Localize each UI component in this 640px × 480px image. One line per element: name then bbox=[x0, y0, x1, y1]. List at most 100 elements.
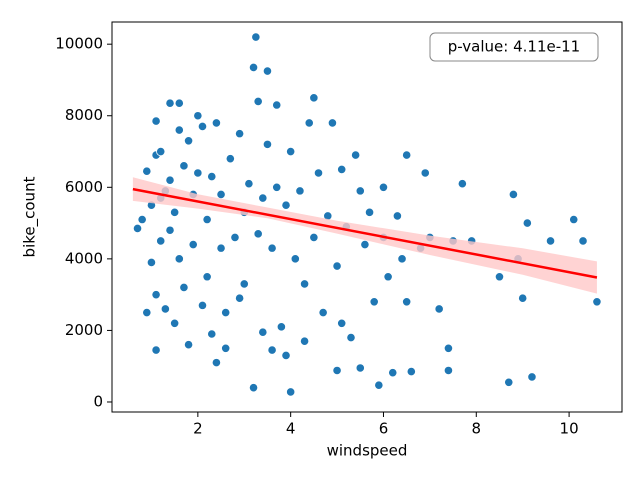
point bbox=[327, 118, 338, 128]
point bbox=[165, 225, 175, 235]
point bbox=[272, 100, 282, 110]
point bbox=[207, 171, 217, 182]
annotation: p-value: 4.11e-11 bbox=[448, 38, 580, 56]
point bbox=[276, 322, 286, 332]
y-tick-label: 4000 bbox=[65, 249, 103, 267]
point bbox=[402, 150, 412, 160]
point bbox=[346, 332, 356, 343]
regression-line bbox=[132, 187, 598, 279]
point bbox=[592, 297, 602, 307]
point bbox=[392, 211, 402, 221]
x-tick-label: 2 bbox=[193, 420, 203, 438]
x-axis-label: windspeed bbox=[327, 442, 408, 460]
point bbox=[156, 236, 166, 246]
point bbox=[504, 377, 514, 387]
point bbox=[378, 182, 389, 192]
point bbox=[207, 329, 217, 339]
point bbox=[290, 254, 300, 264]
y-tick-label: 10000 bbox=[55, 35, 103, 53]
point bbox=[443, 365, 454, 376]
point bbox=[295, 186, 305, 196]
point bbox=[132, 223, 143, 234]
point bbox=[248, 383, 259, 393]
point bbox=[165, 98, 175, 108]
x-tick-label: 8 bbox=[472, 420, 482, 438]
point bbox=[545, 236, 556, 246]
point bbox=[309, 232, 319, 242]
point bbox=[281, 350, 291, 361]
y-tick-label: 0 bbox=[93, 392, 103, 410]
point bbox=[508, 189, 519, 200]
point bbox=[262, 66, 273, 76]
y-tick-label: 2000 bbox=[65, 321, 103, 339]
point bbox=[494, 272, 505, 282]
point bbox=[239, 279, 249, 289]
axes-frame bbox=[111, 21, 623, 413]
confidence-band bbox=[132, 177, 597, 294]
point bbox=[221, 343, 231, 353]
point bbox=[443, 343, 454, 353]
y-tick-label: 6000 bbox=[65, 178, 103, 196]
x-tick-label: 10 bbox=[560, 420, 579, 438]
point bbox=[332, 365, 342, 376]
point bbox=[248, 62, 259, 73]
point bbox=[299, 336, 310, 346]
point bbox=[137, 214, 147, 225]
point bbox=[156, 146, 166, 157]
annotation-box bbox=[429, 32, 599, 62]
point bbox=[221, 307, 231, 318]
point bbox=[253, 229, 263, 239]
point bbox=[216, 243, 226, 253]
point bbox=[251, 32, 261, 42]
point bbox=[286, 146, 296, 157]
point bbox=[351, 150, 361, 160]
point bbox=[258, 193, 268, 203]
point bbox=[230, 232, 240, 242]
point bbox=[262, 139, 273, 149]
point bbox=[244, 179, 254, 189]
point bbox=[578, 236, 588, 246]
point bbox=[267, 345, 277, 355]
point bbox=[211, 358, 222, 368]
y-axis-label: bike_count bbox=[21, 176, 40, 257]
point bbox=[211, 118, 222, 128]
point bbox=[281, 200, 291, 210]
point bbox=[146, 257, 157, 268]
point bbox=[402, 297, 412, 307]
point bbox=[197, 121, 208, 132]
point bbox=[397, 254, 407, 264]
point bbox=[434, 304, 444, 314]
point bbox=[151, 290, 161, 300]
point bbox=[202, 272, 212, 282]
plot-area bbox=[132, 32, 602, 397]
point bbox=[337, 164, 347, 175]
point bbox=[569, 214, 579, 225]
point bbox=[522, 218, 532, 228]
point bbox=[364, 207, 375, 217]
point bbox=[174, 98, 184, 108]
point bbox=[235, 129, 245, 139]
point bbox=[374, 380, 384, 390]
point bbox=[183, 136, 194, 146]
point bbox=[174, 254, 184, 264]
point bbox=[170, 318, 180, 328]
point bbox=[383, 272, 393, 282]
point bbox=[183, 340, 194, 350]
point bbox=[151, 345, 161, 355]
point bbox=[299, 279, 310, 289]
point bbox=[193, 111, 203, 121]
y-tick-label: 8000 bbox=[65, 106, 103, 124]
point bbox=[309, 93, 319, 103]
point bbox=[193, 168, 203, 178]
point bbox=[318, 307, 328, 318]
point bbox=[258, 327, 268, 337]
point bbox=[286, 387, 296, 397]
point bbox=[406, 366, 416, 377]
point bbox=[202, 214, 212, 225]
point bbox=[174, 125, 184, 135]
point bbox=[527, 372, 537, 382]
point bbox=[188, 239, 198, 250]
point bbox=[457, 179, 467, 189]
point bbox=[142, 307, 152, 318]
point bbox=[272, 182, 282, 192]
